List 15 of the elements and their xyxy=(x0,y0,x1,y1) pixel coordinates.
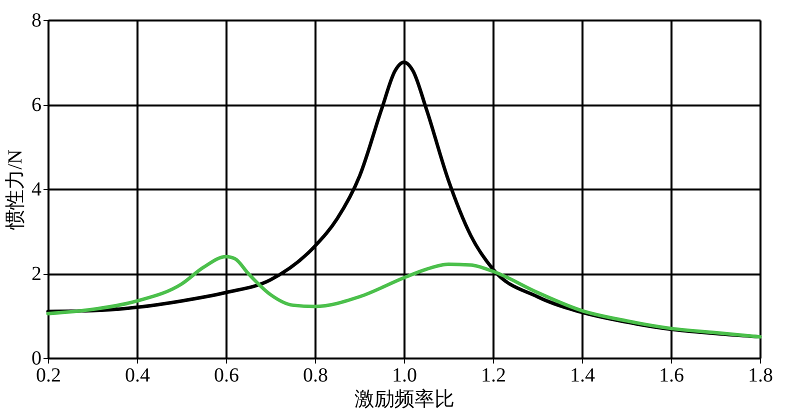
x-axis-title: 激励频率比 xyxy=(354,388,454,410)
x-tick-label: 1.4 xyxy=(570,364,595,386)
y-tick-label: 2 xyxy=(32,263,42,285)
x-tick-label: 0.4 xyxy=(125,364,150,386)
line-series xyxy=(46,254,762,339)
x-tick-label: 0.8 xyxy=(303,364,328,386)
x-tick-label: 1.6 xyxy=(659,364,684,386)
x-tick-label: 1.8 xyxy=(748,364,773,386)
x-tick-label: 1.0 xyxy=(392,364,417,386)
y-tick-label: 8 xyxy=(32,10,42,32)
y-tick-label: 4 xyxy=(32,178,42,200)
x-tick-label: 1.2 xyxy=(481,364,506,386)
y-axis-title: 惯性力/N xyxy=(4,150,26,230)
x-tick-label: 0.6 xyxy=(214,364,239,386)
y-tick-label: 6 xyxy=(32,94,42,116)
